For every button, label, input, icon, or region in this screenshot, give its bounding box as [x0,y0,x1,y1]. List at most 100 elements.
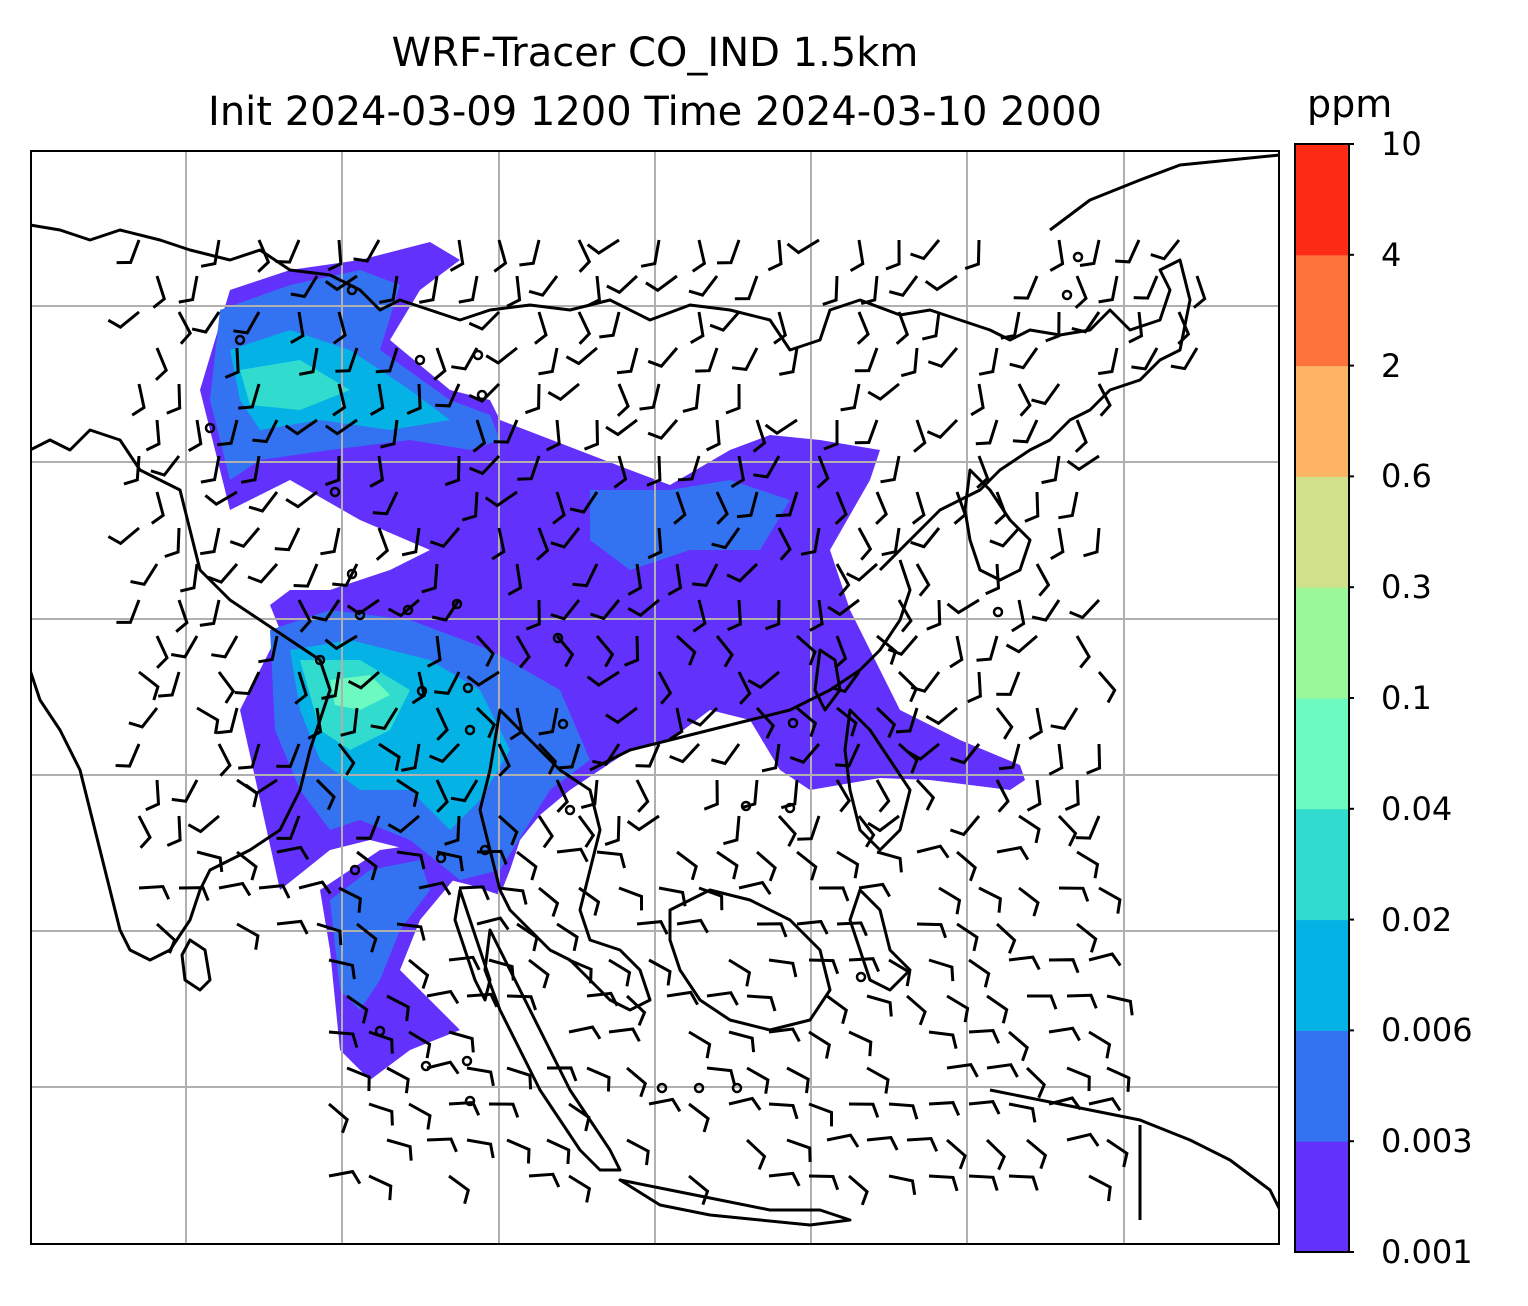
wind-barb [528,1172,561,1188]
calm-wind-marker [740,800,752,812]
wind-barb [150,491,165,525]
wind-barb [688,275,719,297]
wind-barb [809,599,824,632]
wind-barb [418,881,452,896]
wind-barb [525,599,541,631]
wind-barb [311,599,341,622]
wind-barb [565,346,598,366]
wind-barb [595,635,615,668]
wind-barb [150,455,181,477]
wind-barb [555,635,575,668]
wind-barb [154,347,168,381]
wind-barb [338,886,362,913]
wind-barb [586,1066,611,1092]
wind-barb [827,598,860,617]
wind-barb [1000,311,1021,340]
calm-wind-marker [476,389,488,401]
wind-barb [1008,955,1041,971]
wind-barb [675,634,697,666]
wind-barb [327,239,343,272]
wind-barb [448,955,481,971]
wind-barb [866,994,893,1017]
calm-wind-marker [416,685,428,697]
wind-barb [509,707,524,741]
wind-barb [692,599,707,633]
wind-barb [938,886,962,915]
colorbar-tick-label: 0.1 [1381,679,1432,717]
wind-barb [419,275,439,304]
wind-barb [580,779,599,810]
wind-barb [324,274,358,292]
wind-barb [682,383,701,413]
wind-barb [831,671,861,694]
plume-north-peak [240,360,350,410]
wind-barb [328,1030,359,1048]
wind-barb [725,383,741,415]
wind-barb [586,275,601,308]
wind-barb [238,383,261,410]
wind-barb [138,670,160,701]
wind-barb [950,743,981,765]
wind-barb [834,635,848,669]
wind-barb [888,1102,919,1120]
wind-barb [846,562,878,582]
wind-barb [913,419,927,453]
wind-barb [1031,599,1061,622]
wind-barb [178,886,210,902]
wind-barb [224,347,240,379]
wind-barb [737,671,752,705]
wind-barb [625,994,647,1026]
wind-barb [1018,886,1040,917]
calm-wind-marker [787,717,799,729]
colorbar-band [1295,1141,1349,1253]
wind-barb [768,1102,799,1120]
wind-barb [1012,419,1039,444]
wind-barb [507,563,523,596]
wind-barb [676,918,709,934]
calm-wind-marker [1072,251,1084,263]
wind-barb [826,1133,860,1148]
wind-barb [691,239,707,273]
wind-barb [875,779,891,813]
wind-barb [1041,455,1061,485]
wind-barb [426,1060,460,1075]
wind-barb [949,815,981,837]
wind-barb [145,419,161,452]
wind-barb [895,311,910,345]
wind-barb [756,922,788,938]
wind-barb [968,1174,999,1192]
wind-barb [711,527,741,550]
wind-barb [577,311,592,345]
wind-barb [867,814,900,833]
wind-barb [916,844,950,859]
wind-barb [550,527,581,549]
wind-barb [834,491,848,525]
wind-barb [444,815,461,846]
wind-barb [1098,886,1122,914]
coastlines [30,153,1280,1227]
wind-barb [116,599,141,624]
wind-barb [458,885,490,901]
wind-barb [578,886,601,916]
wind-barb [618,886,643,911]
wind-barb [998,743,1021,771]
wind-barbs [107,238,1207,1206]
wind-barb [994,491,1008,525]
wind-barb [761,743,781,773]
wind-barb [975,419,999,446]
wind-barb [115,743,141,768]
wind-barb [238,743,261,770]
wind-barb [488,1102,520,1118]
wind-barb [328,1169,362,1185]
wind-barb [216,707,239,735]
wind-barb [906,994,927,1026]
wind-barb [557,743,581,770]
plume-east-mid [590,480,790,570]
wind-barb [347,670,380,690]
wind-barb [648,1097,682,1113]
wind-barb [926,599,942,631]
wind-barb [401,527,421,557]
wind-barb [768,1027,801,1043]
wind-barb [466,1138,495,1159]
wind-barb [860,275,879,306]
